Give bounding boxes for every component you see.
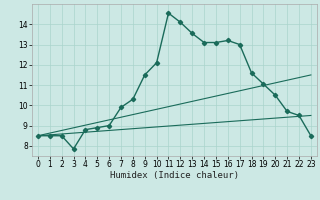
X-axis label: Humidex (Indice chaleur): Humidex (Indice chaleur) — [110, 171, 239, 180]
